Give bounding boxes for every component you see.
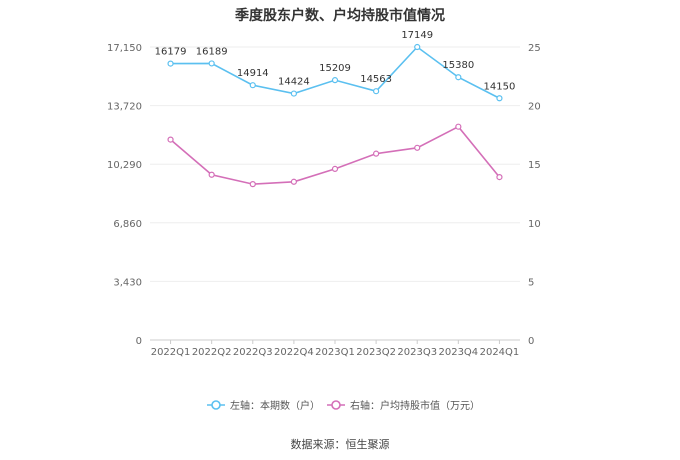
right-tick-label: 25: [528, 43, 541, 54]
data-point: [290, 90, 297, 97]
left-tick-label: 3,430: [113, 277, 142, 288]
data-point: [167, 60, 174, 67]
x-tick-label: 2022Q4: [274, 347, 314, 358]
left-tick-label: 0: [136, 336, 142, 347]
data-point: [331, 165, 339, 172]
grid: [150, 46, 520, 341]
data-label: 17149: [401, 30, 433, 41]
source-note: 数据来源：恒生聚源: [291, 437, 390, 451]
x-tick-label: 2022Q2: [192, 347, 232, 358]
data-point: [208, 171, 215, 178]
left-axis: 0 3,430 6,860 10,290 13,720 17,150: [107, 43, 142, 347]
data-point: [249, 181, 256, 188]
x-tick-label: 2022Q3: [233, 347, 273, 358]
data-label: 14424: [278, 77, 310, 88]
x-tick-label: 2023Q3: [397, 347, 437, 358]
data-point: [208, 60, 215, 67]
data-point: [496, 95, 503, 102]
x-tick-label: 2024Q1: [480, 347, 520, 358]
legend: 左轴：本期数（户） 右轴：户均持股市值（万元）: [207, 399, 480, 412]
left-tick-label: 17,150: [107, 43, 142, 54]
series-layer: 16179 16189 14914 14424 15209 14563 17149 15380…: [155, 30, 516, 188]
legend-label[interactable]: 右轴：户均持股市值（万元）: [350, 399, 480, 412]
right-tick-label: 0: [528, 336, 534, 347]
right-tick-label: 5: [528, 277, 534, 288]
data-point: [455, 74, 462, 81]
right-axis: 0 5 10 15 20 25: [528, 43, 541, 347]
data-label: 16179: [155, 47, 187, 58]
data-point: [373, 88, 380, 95]
series-line-1: [170, 125, 501, 185]
data-point: [414, 43, 421, 51]
x-tick-label: 2023Q1: [315, 347, 355, 358]
data-point: [167, 136, 174, 143]
x-tick-label: 2023Q2: [356, 347, 396, 358]
data-point: [290, 178, 297, 185]
left-tick-label: 10,290: [107, 160, 142, 171]
data-point: [414, 144, 421, 151]
left-tick-label: 6,860: [113, 219, 142, 230]
x-tick-label: 2022Q1: [151, 347, 191, 358]
right-tick-label: 20: [528, 102, 541, 113]
data-point: [331, 77, 339, 84]
data-point: [249, 82, 256, 89]
data-point: [373, 150, 380, 157]
x-tick-label: 2023Q4: [438, 347, 478, 358]
data-label: 16189: [196, 46, 228, 57]
legend-label[interactable]: 左轴：本期数（户）: [230, 399, 320, 412]
right-tick-label: 10: [528, 219, 541, 230]
data-label: 15380: [442, 60, 474, 71]
data-label: 14914: [237, 68, 269, 79]
data-point: [455, 123, 462, 130]
right-tick-label: 15: [528, 160, 541, 171]
data-label: 14150: [484, 81, 516, 92]
data-point: [496, 173, 503, 181]
legend-marker: [211, 400, 221, 410]
chart-title: 季度股东户数、户均持股市值情况: [234, 7, 445, 24]
data-label: 15209: [319, 63, 351, 74]
x-axis: 2022Q1 2022Q2 2022Q3 2022Q4 2023Q1 2023Q2 2023…: [151, 340, 520, 358]
left-tick-label: 13,720: [107, 102, 142, 113]
legend-marker: [331, 400, 341, 410]
data-label: 14563: [360, 74, 392, 85]
